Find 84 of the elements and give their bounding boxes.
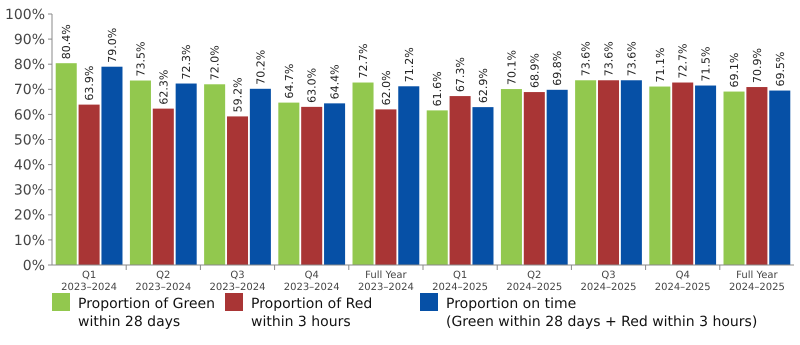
bar <box>130 80 151 265</box>
bar <box>398 86 420 265</box>
data-label: 71.2% <box>402 47 416 82</box>
bar <box>226 116 248 265</box>
x-tick-label: Q4 2023–2024 <box>284 270 340 293</box>
bar <box>649 86 670 265</box>
bar <box>472 107 494 265</box>
bar <box>620 80 642 265</box>
y-tick-label: 10% <box>14 232 45 249</box>
data-label: 63.9% <box>83 66 96 101</box>
bar <box>324 103 346 265</box>
data-label: 73.6% <box>580 41 593 76</box>
bar <box>101 66 122 265</box>
y-tick-label: 100% <box>4 6 45 23</box>
bar <box>152 108 174 265</box>
data-label: 72.7% <box>676 44 690 79</box>
bar <box>546 90 568 265</box>
x-tick-label: Full Year 2023–2024 <box>358 270 414 293</box>
bar <box>575 80 596 265</box>
data-label: 69.5% <box>774 52 787 87</box>
data-label: 70.1% <box>505 50 518 86</box>
y-tick-label: 0% <box>22 258 45 274</box>
data-label: 64.7% <box>282 64 296 99</box>
legend-label: Proportion of Red within 3 hours <box>251 296 372 330</box>
bar <box>598 80 620 265</box>
data-label: 64.4% <box>328 64 342 100</box>
data-label: 72.0% <box>208 45 222 80</box>
legend-label: Proportion on time (Green within 28 days + Red within 3 hours) <box>446 296 758 330</box>
x-tick-label: Q3 2023–2024 <box>210 270 266 293</box>
bar <box>672 82 694 265</box>
y-tick-label: 60% <box>14 107 45 124</box>
bar <box>450 96 471 265</box>
bar <box>250 88 271 265</box>
x-tick-label: Q2 2024–2025 <box>506 270 562 293</box>
y-tick-label: 30% <box>14 182 45 199</box>
data-label: 62.0% <box>380 70 393 106</box>
data-label: 80.4% <box>60 24 74 60</box>
bar <box>278 102 300 265</box>
data-label: 68.9% <box>528 53 542 88</box>
data-label: 71.5% <box>700 46 713 82</box>
y-tick-label: 90% <box>14 32 45 48</box>
y-tick-label: 20% <box>14 208 45 224</box>
legend-label: Proportion of Green within 28 days <box>78 296 216 330</box>
y-tick-label: 70% <box>14 82 45 98</box>
x-tick-label: Full Year 2024–2025 <box>728 270 785 293</box>
data-label: 72.7% <box>357 44 370 79</box>
bar <box>769 90 790 265</box>
bar <box>695 86 716 265</box>
bar <box>301 106 322 265</box>
data-label: 62.9% <box>476 68 490 104</box>
bar <box>426 110 448 265</box>
bar <box>56 63 77 265</box>
x-tick-label: Q2 2023–2024 <box>135 270 192 293</box>
x-tick-label: Q3 2024–2025 <box>580 270 636 293</box>
bar <box>78 104 100 265</box>
data-label: 70.2% <box>254 50 268 85</box>
data-label: 69.8% <box>551 50 564 86</box>
bar <box>352 82 374 265</box>
bar <box>176 84 197 265</box>
data-label: 62.3% <box>157 70 170 105</box>
data-label: 59.2% <box>232 77 244 112</box>
data-label: 71.1% <box>654 48 667 83</box>
x-tick-label: Q1 2024–2025 <box>432 270 488 293</box>
data-label: 72.3% <box>180 44 194 80</box>
y-tick-label: 50% <box>14 132 45 148</box>
data-label: 70.9% <box>750 48 764 84</box>
y-tick-label: 80% <box>14 57 45 74</box>
data-label: 73.6% <box>602 41 616 76</box>
bar <box>204 84 226 265</box>
y-tick-label: 40% <box>14 158 45 174</box>
bar <box>746 87 768 265</box>
bar <box>724 92 745 265</box>
data-label: 67.3% <box>454 57 468 92</box>
bar <box>375 109 396 265</box>
x-tick-label: Q1 2023–2024 <box>61 270 118 293</box>
data-label: 61.6% <box>431 71 444 106</box>
x-tick-label: Q4 2024–2025 <box>654 270 711 293</box>
data-label: 73.6% <box>625 41 638 76</box>
bar <box>524 92 545 265</box>
data-label: 63.0% <box>306 68 319 103</box>
data-label: 73.5% <box>134 42 148 77</box>
data-label: 79.0% <box>106 28 119 63</box>
bar <box>500 89 522 265</box>
data-label: 69.1% <box>728 52 742 88</box>
